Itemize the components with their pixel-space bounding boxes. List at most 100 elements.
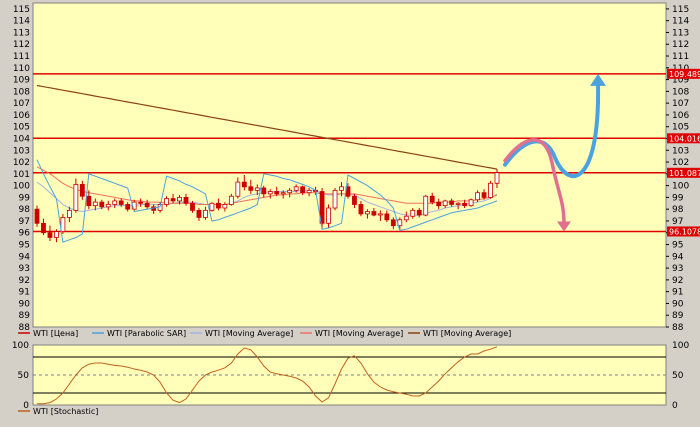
y-tick-right: 88 [672, 323, 684, 333]
y-tick-left: 92 [19, 276, 30, 286]
candle-body [190, 202, 195, 211]
stochastic-plot-area [32, 344, 667, 406]
y-axis-left: 8889909192939495969798991001011021031041… [13, 5, 30, 333]
candle-body [449, 200, 455, 205]
candle-body [377, 213, 383, 216]
candle-body [34, 208, 40, 224]
y-tick-left: 94 [19, 252, 31, 262]
candle-body [79, 184, 85, 197]
candle-body [410, 209, 416, 217]
candle-body [416, 209, 422, 216]
y-tick-right: 91 [672, 288, 683, 298]
candle-body [164, 198, 169, 205]
scenario-arrows [503, 73, 606, 232]
candle-body [371, 211, 377, 216]
candle-body [358, 204, 364, 215]
y-tick-left: 110 [13, 64, 30, 74]
candle-body [99, 201, 105, 208]
y-tick-right: 92 [672, 276, 683, 286]
y-tick-left: 103 [13, 146, 30, 156]
candle-body [177, 196, 182, 202]
candle-body [390, 219, 396, 227]
y-tick-left: 90 [19, 299, 31, 309]
candle-body [306, 189, 312, 194]
y-tick-right: 109 [672, 76, 689, 86]
arrow-up-head [590, 73, 606, 86]
candle-body [183, 196, 189, 204]
level-tag-label: 96.1078 [669, 227, 700, 236]
y-tick-left: 104 [13, 134, 30, 144]
candle-body [209, 202, 215, 211]
candle-body [41, 222, 46, 234]
candle-body [326, 207, 331, 224]
candle-body [66, 209, 72, 218]
candle-body [488, 182, 493, 198]
candle-body [403, 215, 409, 221]
legend-label: WTI [Цена] [33, 329, 78, 338]
candle-body [105, 204, 111, 208]
level-tag-label: 109.489 [669, 70, 700, 79]
y-tick-right: 113 [672, 28, 689, 38]
horizontal-levels [33, 73, 666, 233]
y-tick-left: 101 [13, 170, 30, 180]
y-tick-right: 98 [672, 205, 684, 215]
candle-body [442, 200, 448, 207]
y-tick-right: 93 [672, 264, 683, 274]
y-tick-right: 94 [672, 252, 684, 262]
candle-body [125, 204, 131, 210]
y-tick-right: 100 [672, 182, 689, 192]
candle-body [339, 186, 344, 191]
level-tag-label: 101.087 [669, 169, 700, 178]
y-tick-left: 106 [13, 111, 30, 121]
candle-body [332, 189, 338, 209]
y-tick-right: 108 [672, 87, 689, 97]
candle-body [118, 200, 124, 205]
candle-body [73, 184, 79, 211]
stochastic-y-axis-left: 0 50 100 [12, 341, 29, 411]
y-tick-left: 96 [19, 229, 31, 239]
y-tick-left: 102 [13, 158, 30, 168]
candle-body [54, 231, 59, 238]
y-tick-left: 114 [13, 17, 30, 27]
stochastic-tick-right: 100 [672, 341, 689, 351]
y-tick-right: 106 [672, 111, 689, 121]
y-tick-right: 95 [672, 241, 683, 251]
candle-body [423, 195, 429, 216]
candle-body [86, 195, 92, 207]
y-tick-left: 113 [13, 28, 30, 38]
candle-body [462, 202, 468, 207]
legend-label: WTI [Moving Average] [423, 329, 511, 338]
candle-body [274, 191, 280, 195]
stochastic-tick-left: 50 [18, 371, 30, 381]
y-tick-left: 107 [13, 99, 30, 109]
price-legend: WTI [Цена] WTI [Parabolic SAR] WTI [Moving… [18, 329, 511, 338]
price-plot-area [32, 2, 667, 328]
candle-body [241, 181, 247, 188]
stochastic-legend-label: WTI [Stochastic] [33, 407, 98, 416]
y-tick-right: 110 [672, 64, 689, 74]
y-tick-right: 105 [672, 123, 689, 133]
y-tick-left: 111 [13, 52, 30, 62]
candle-body [300, 186, 306, 194]
legend-label: WTI [Moving Average] [205, 329, 293, 338]
y-tick-right: 90 [672, 299, 684, 309]
y-tick-left: 108 [13, 87, 30, 97]
legend-label: WTI [Parabolic SAR] [107, 329, 186, 338]
y-tick-left: 112 [13, 40, 30, 50]
y-tick-left: 91 [19, 288, 30, 298]
y-tick-right: 97 [672, 217, 683, 227]
candle-body [235, 181, 241, 197]
candle-body [384, 213, 390, 221]
sar-line [36, 159, 498, 243]
candle-body [92, 201, 98, 207]
stochastic-tick-left: 0 [23, 401, 29, 411]
stochastic-line [37, 346, 498, 405]
candle-body [112, 200, 118, 205]
candle-body [429, 195, 435, 203]
candle-body [287, 189, 293, 194]
ma-slow-line [36, 84, 498, 170]
y-tick-right: 115 [672, 5, 689, 15]
candle-body [60, 217, 66, 232]
level-tag-bg [667, 167, 700, 178]
candle-body [254, 187, 260, 191]
